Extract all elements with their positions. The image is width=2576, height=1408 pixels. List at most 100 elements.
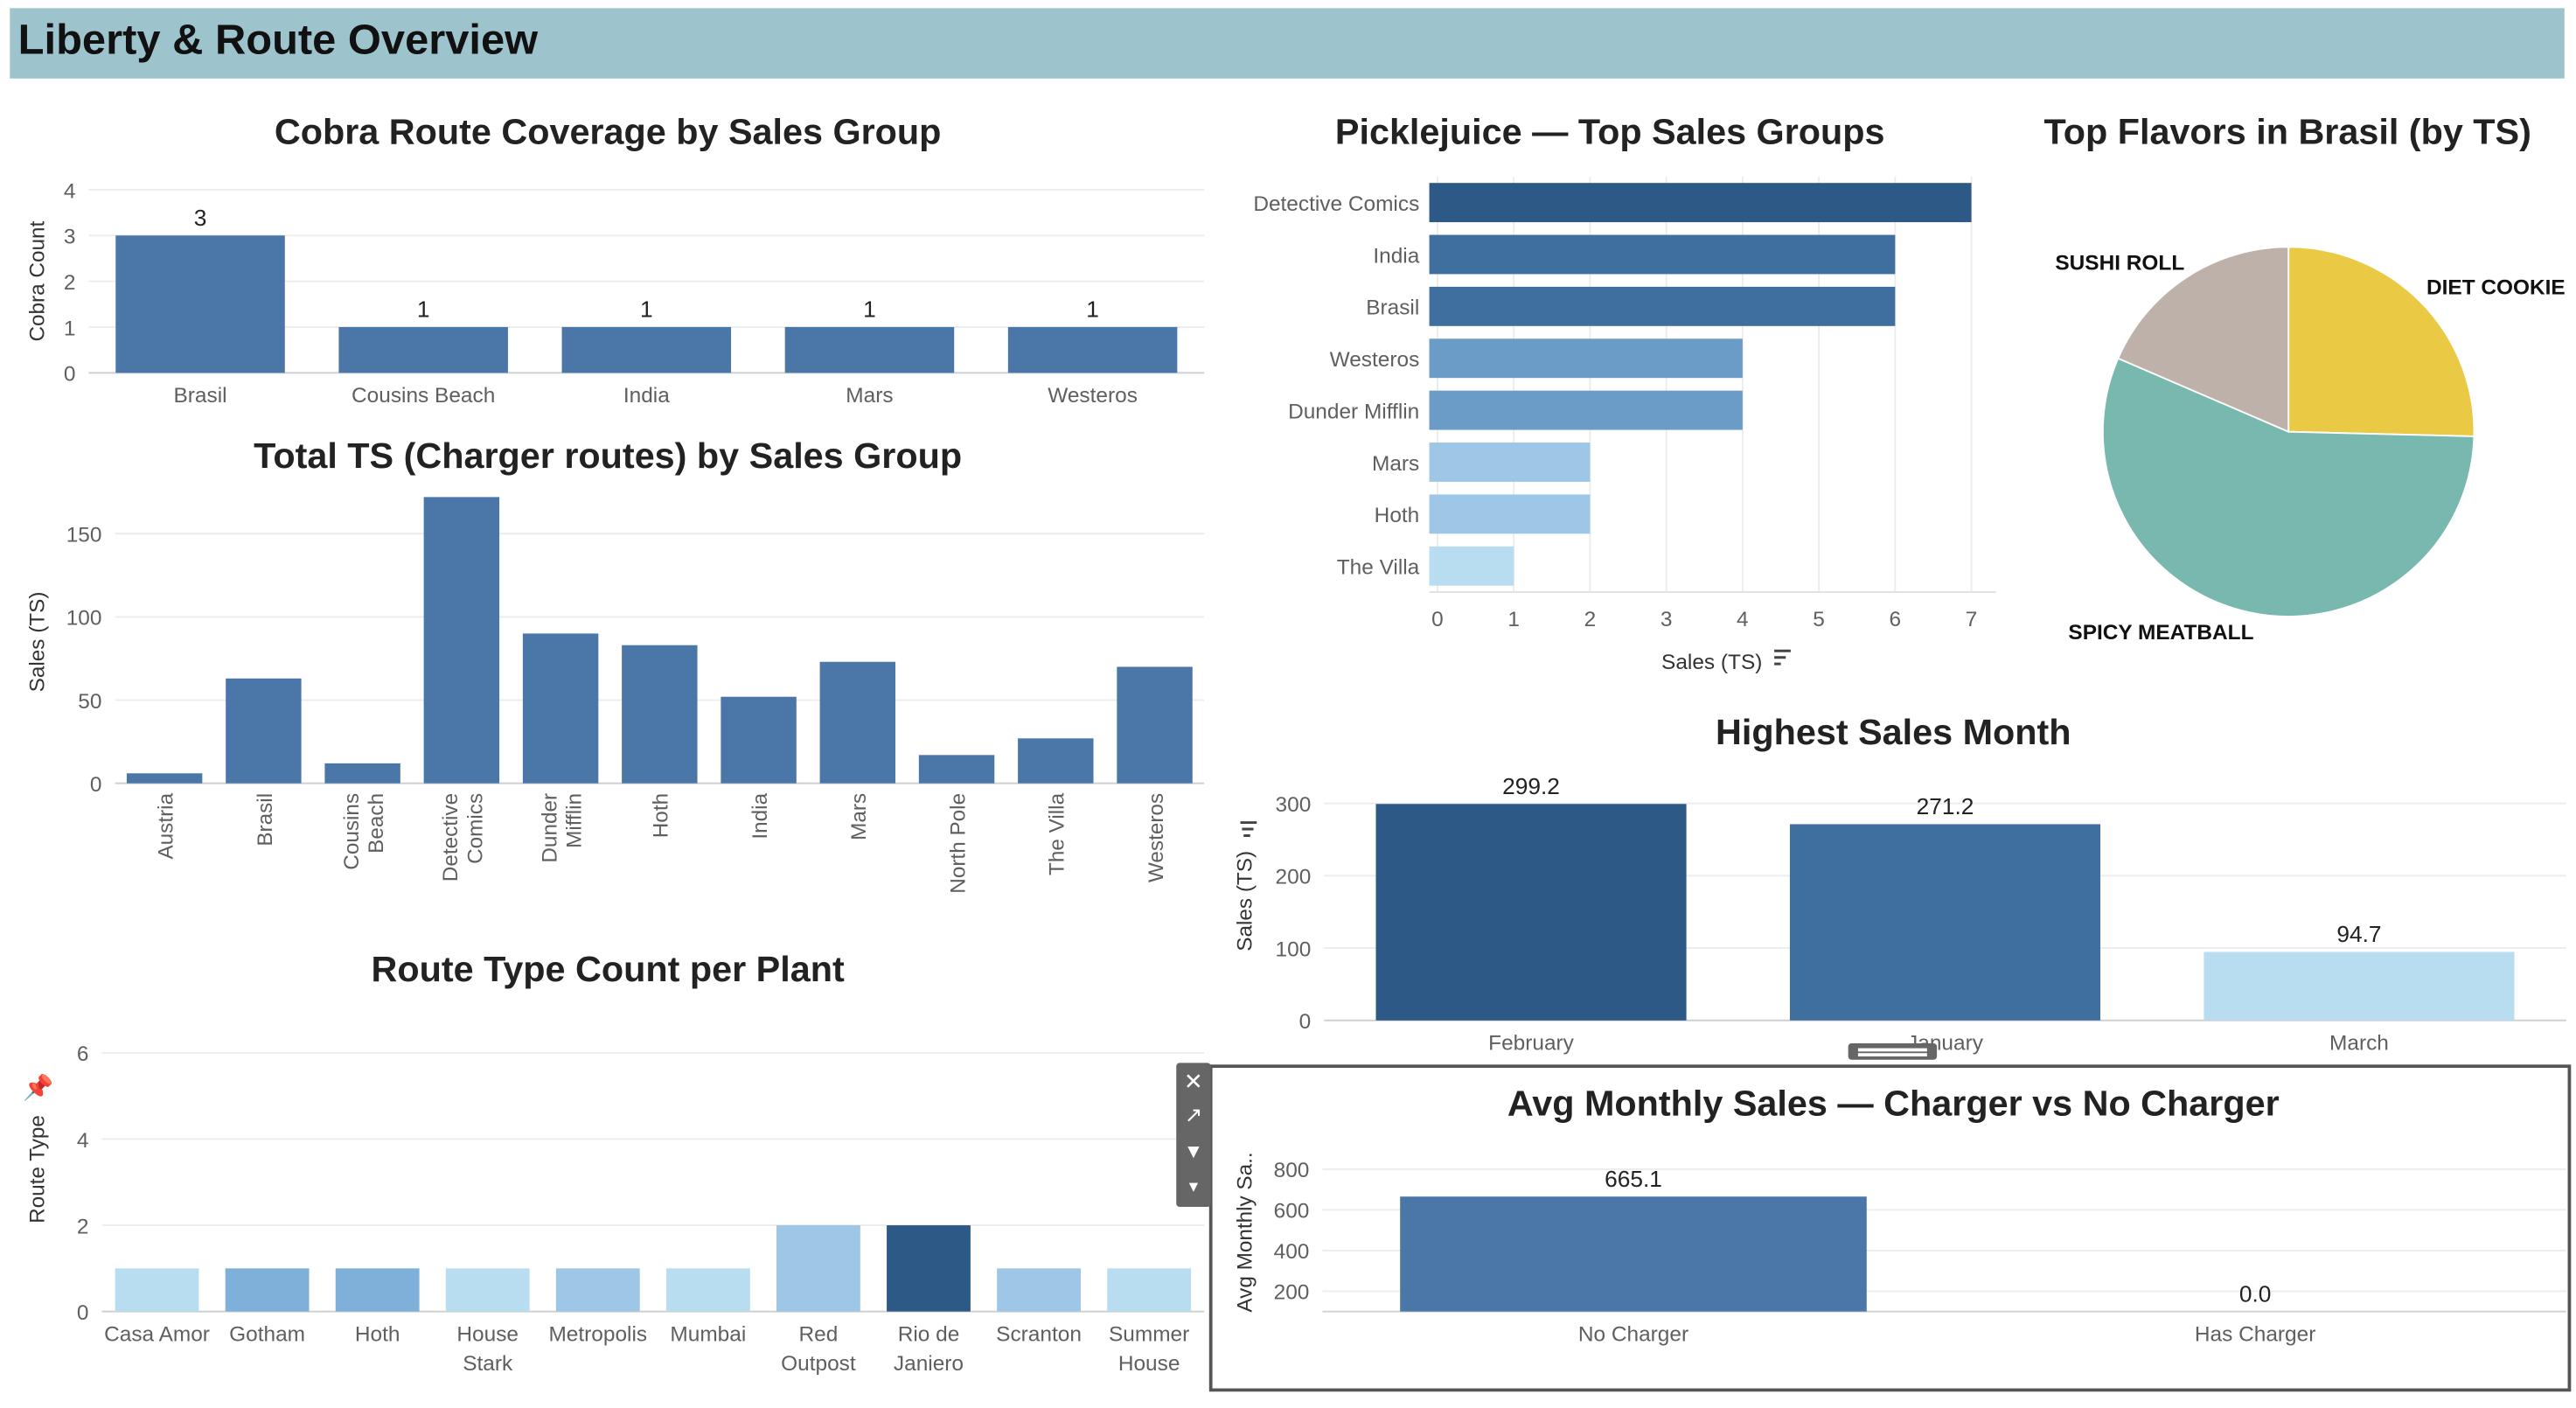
x-tick-label: India — [623, 384, 670, 408]
y-tick-label: 100 — [66, 607, 102, 631]
x-tick-label: Rio de — [898, 1322, 960, 1346]
x-tick-label: Gotham — [229, 1322, 305, 1346]
x-tick-label-group: North Pole — [946, 793, 970, 894]
x-tick-label: Austria — [154, 792, 178, 859]
x-tick-label: Detective — [439, 793, 463, 882]
bar-westeros — [1117, 666, 1193, 784]
y-tick-label: 200 — [1274, 1281, 1310, 1305]
dashboard-title: Liberty & Route Overview — [17, 14, 539, 64]
pie-slice-sushi-roll — [2117, 246, 2290, 434]
bar-mars — [819, 661, 896, 784]
x-tick-label: Outpost — [781, 1352, 856, 1376]
x-tick-label: 7 — [1966, 608, 1978, 631]
y-axis-title: Avg Monthly Sa.. — [1234, 1152, 1257, 1312]
bar-austria — [126, 773, 203, 784]
x-tick-label-group: Detective Comics — [439, 793, 487, 882]
y-tick-label: 100 — [1276, 938, 1312, 961]
bar-gotham — [225, 1268, 310, 1312]
bar-mars — [1429, 443, 1591, 482]
filter-icon[interactable]: ▼ — [1183, 1140, 1204, 1163]
y-tick-label: 6 — [77, 1042, 89, 1066]
bar-scranton — [997, 1268, 1081, 1312]
bar-detective-comics — [423, 497, 500, 784]
bar-no-charger — [1400, 1196, 1867, 1312]
x-tick-label: Has Charger — [2195, 1322, 2315, 1346]
pie-slice-diet-cookie — [2287, 246, 2475, 437]
bar-march — [2204, 951, 2515, 1021]
x-tick-label: Mumbai — [670, 1322, 746, 1346]
y-axis-title: Sales (TS) — [1234, 851, 1257, 951]
data-label: 3 — [194, 205, 207, 231]
x-tick-label: 3 — [1660, 608, 1673, 631]
y-tick-label: Brasil — [1366, 296, 1419, 320]
bar-india — [1429, 234, 1896, 275]
x-tick-label: Mars — [846, 384, 893, 408]
more-options-icon[interactable]: ▾ — [1188, 1177, 1199, 1197]
route-type-chart-title: Route Type Count per Plant — [371, 948, 845, 990]
bar-dunder-mifflin — [1429, 390, 1743, 430]
pie-label: SUSHI ROLL — [2055, 252, 2184, 275]
x-tick-label: Stark — [463, 1352, 513, 1376]
x-tick-label: No Charger — [1578, 1322, 1688, 1346]
x-tick-label: 2 — [1584, 608, 1597, 631]
data-label: 665.1 — [1605, 1166, 1662, 1192]
bar-house-stark — [445, 1268, 530, 1312]
popout-icon[interactable]: ↗ — [1184, 1102, 1203, 1127]
bar-summer-house — [1107, 1268, 1192, 1312]
y-tick-label: Westeros — [1330, 348, 1420, 372]
bar-hoth — [622, 645, 698, 784]
bar-brasil — [226, 678, 302, 784]
data-label: 1 — [863, 296, 876, 323]
sort-icon — [1774, 649, 1791, 666]
bar-rio-de-janiero — [887, 1225, 971, 1312]
bar-westeros — [1429, 338, 1743, 379]
avg-monthly-sales-panel[interactable] — [1208, 1064, 2572, 1392]
y-tick-label: Hoth — [1375, 504, 1420, 527]
data-label: 94.7 — [2336, 921, 2381, 947]
close-icon[interactable]: ✕ — [1183, 1068, 1203, 1094]
x-tick-label: Hoth — [650, 793, 673, 838]
data-label: 299.2 — [1502, 773, 1560, 799]
y-tick-label: 150 — [66, 524, 102, 547]
x-tick-label: 4 — [1737, 608, 1749, 631]
x-tick-label: 1 — [1507, 608, 1520, 631]
x-tick-label: 5 — [1813, 608, 1825, 631]
y-axis-title: Cobra Count — [26, 221, 50, 342]
bar-dunder-mifflin — [522, 633, 599, 784]
data-label: 0.0 — [2239, 1280, 2272, 1307]
y-tick-label: 0 — [1299, 1010, 1312, 1034]
x-tick-label-group: Austria — [154, 792, 178, 859]
bar-mars — [784, 326, 955, 373]
x-tick-label: Brasil — [173, 384, 226, 408]
y-tick-label: 2 — [77, 1215, 89, 1238]
data-label: 1 — [417, 296, 430, 323]
pin-icon[interactable]: 📌 — [23, 1074, 54, 1103]
x-tick-label: 0 — [1431, 608, 1444, 631]
y-tick-label: 800 — [1274, 1159, 1310, 1182]
worksheet-toolbar: ✕ ↗ ▼ ▾ — [1176, 1063, 1211, 1207]
y-tick-label: 50 — [78, 690, 101, 714]
x-tick-label: House — [456, 1322, 519, 1346]
y-tick-label: 4 — [77, 1129, 89, 1153]
pie-label: SPICY MEATBALL — [2068, 621, 2253, 645]
drag-handle[interactable] — [1848, 1042, 1938, 1060]
bar-metropolis — [555, 1268, 640, 1312]
bar-the-villa — [1018, 738, 1094, 784]
x-tick-label: Mifflin — [563, 793, 587, 848]
x-tick-label: House — [1118, 1352, 1180, 1376]
x-tick-label: Cousins Beach — [352, 384, 495, 408]
bar-detective-comics — [1429, 183, 1972, 223]
x-tick-label: Westeros — [1048, 384, 1138, 408]
x-tick-label: India — [748, 792, 772, 839]
highest-month-chart-title: Highest Sales Month — [1716, 711, 2071, 753]
y-tick-label: 300 — [1276, 793, 1312, 817]
sort-icon — [1240, 821, 1257, 838]
x-tick-label-group: Dunder Mifflin — [538, 793, 586, 863]
y-axis-title: Route Type — [26, 1115, 50, 1223]
x-tick-label: Westeros — [1145, 793, 1168, 882]
